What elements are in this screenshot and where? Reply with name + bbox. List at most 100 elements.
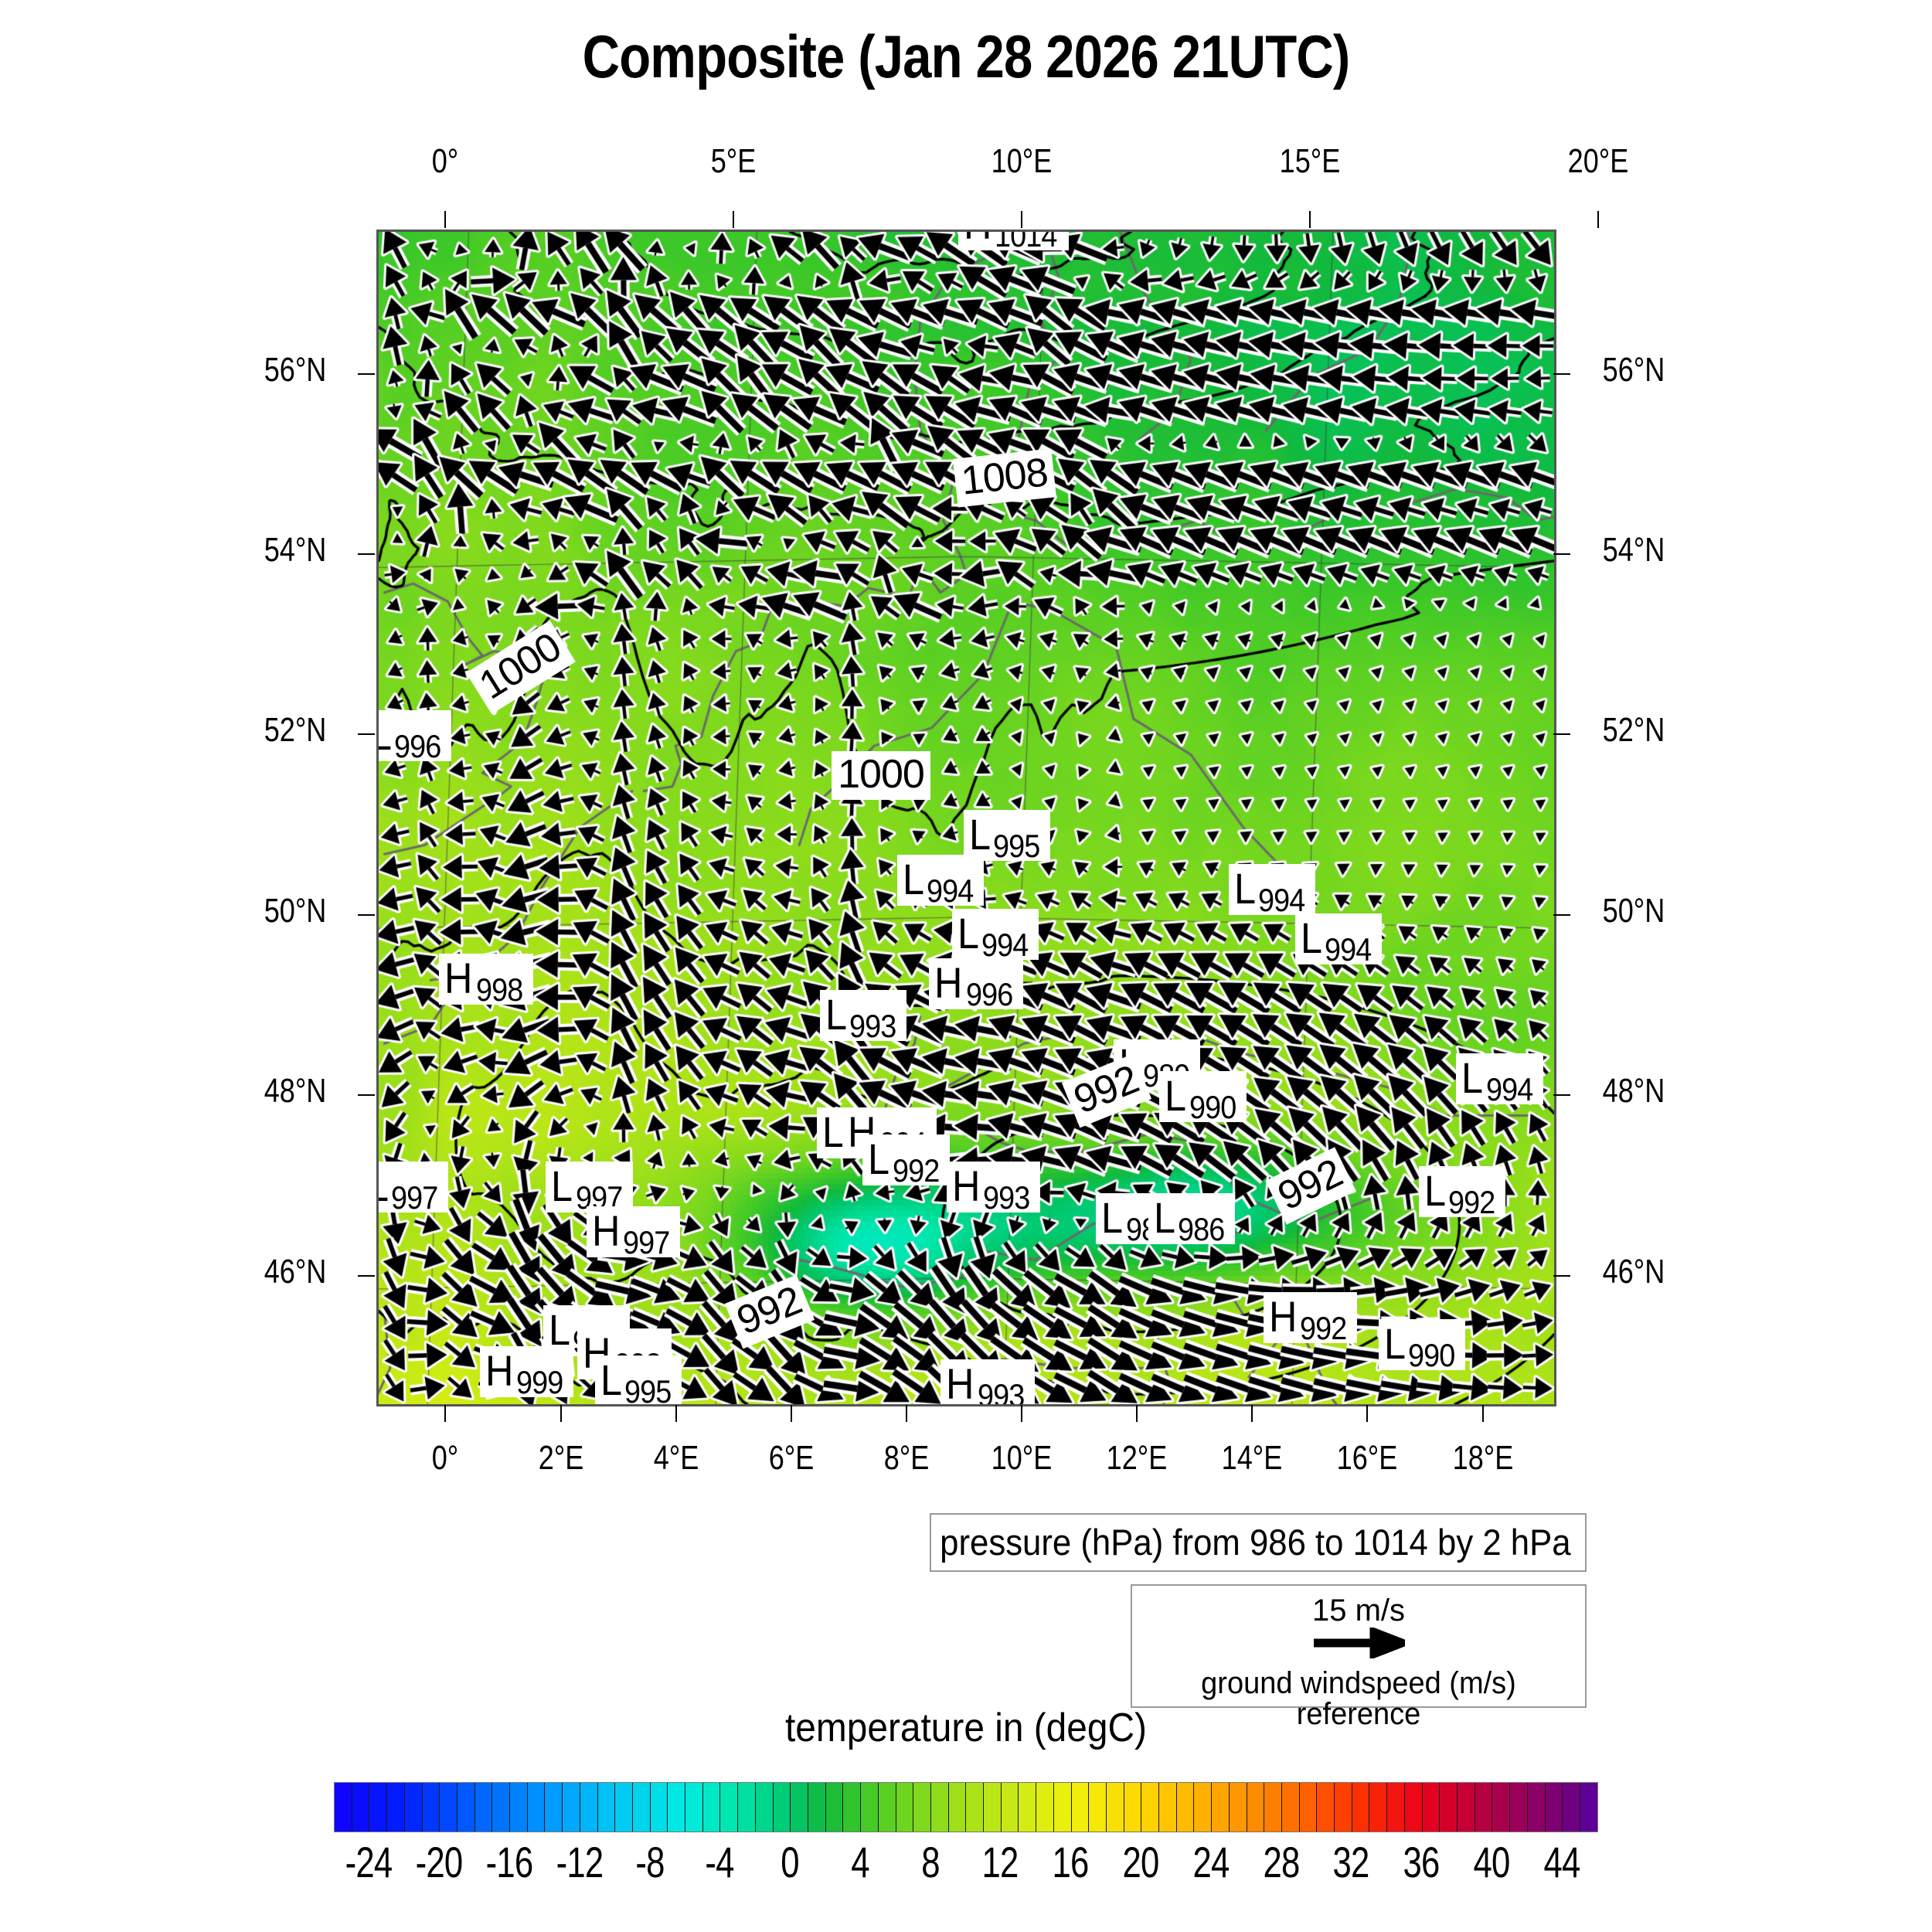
colorbar-bin — [580, 1783, 598, 1832]
pressure-marker-high: H1014 — [957, 232, 1070, 251]
pressure-marker-type: L — [1423, 1165, 1447, 1215]
pressure-marker-value: 995 — [624, 1372, 672, 1406]
colorbar-bin — [1229, 1783, 1247, 1832]
colorbar-bin — [1527, 1783, 1546, 1832]
colorbar-bin — [1387, 1783, 1405, 1832]
contour-label: 1008 — [953, 448, 1057, 508]
colorbar-tick: 0 — [781, 1838, 799, 1886]
pressure-marker-value: 990 — [1407, 1336, 1455, 1373]
pressure-marker-type: L — [551, 1161, 573, 1210]
colorbar-tick: 24 — [1192, 1838, 1230, 1886]
pressure-marker-value: 999 — [516, 1363, 563, 1400]
lat-tick-left — [358, 553, 375, 556]
pressure-marker-type: L — [957, 909, 980, 958]
lat-label-left: 50°N — [264, 891, 327, 930]
colorbar-bin — [1492, 1783, 1511, 1832]
colorbar-bin — [492, 1783, 511, 1832]
lat-label-right: 54°N — [1602, 531, 1665, 570]
map-panel[interactable]: H1014L996H998L995L994L994H996L993L994L99… — [376, 230, 1556, 1406]
colorbar-bin — [335, 1783, 352, 1832]
colorbar-bin — [843, 1783, 862, 1832]
lon-label-bottom: 4°E — [653, 1439, 699, 1477]
pressure-marker-value: 994 — [981, 927, 1029, 964]
colorbar-bin — [1563, 1783, 1580, 1832]
colorbar-bin — [527, 1783, 546, 1832]
lon-tick-top — [1021, 211, 1023, 228]
colorbar-bin — [597, 1783, 616, 1832]
colorbar-bin — [1352, 1783, 1370, 1832]
pressure-marker-type: L — [1233, 863, 1256, 913]
colorbar-bin — [545, 1783, 563, 1832]
lat-label-right: 52°N — [1602, 711, 1665, 750]
pressure-marker-type: L — [1461, 1053, 1484, 1102]
lon-label-bottom: 18°E — [1452, 1439, 1513, 1477]
pressure-marker-value: 992 — [892, 1151, 940, 1189]
pressure-marker-value: 990 — [1189, 1089, 1236, 1126]
lon-label-bottom: 0° — [432, 1439, 459, 1477]
lon-label-bottom: 6°E — [768, 1439, 815, 1477]
colorbar-tick: 16 — [1052, 1838, 1090, 1886]
pressure-marker-value: 994 — [927, 872, 974, 910]
colorbar-bin — [1194, 1783, 1213, 1832]
pressure-marker-high: H997 — [586, 1206, 681, 1261]
pressure-marker-value: 986 — [1177, 1210, 1225, 1247]
temperature-colorbar[interactable] — [334, 1782, 1598, 1832]
pressure-marker-type: L — [1383, 1318, 1406, 1368]
pressure-marker-low: L997 — [546, 1161, 633, 1213]
pressure-marker-high: H993 — [946, 1161, 1041, 1216]
pressure-marker-high: H993 — [940, 1359, 1035, 1404]
lat-tick-right — [1553, 372, 1570, 375]
colorbar-title: temperature in (degC) — [785, 1706, 1147, 1750]
page-title: Composite (Jan 28 2026 21UTC) — [582, 22, 1351, 90]
lon-label-bottom: 14°E — [1221, 1439, 1283, 1477]
colorbar-bin — [1212, 1783, 1230, 1832]
lon-label-bottom: 2°E — [538, 1439, 583, 1477]
pressure-marker-type: L — [968, 809, 991, 859]
pressure-marker-type: H — [1268, 1291, 1298, 1341]
pressure-marker-type: L — [903, 855, 925, 904]
pressure-marker-value: 992 — [1300, 1309, 1347, 1346]
lat-label-left: 46°N — [264, 1252, 327, 1291]
lon-tick-top — [1308, 211, 1311, 228]
pressure-marker-value: 993 — [849, 1008, 896, 1045]
pressure-marker-value: 997 — [623, 1224, 670, 1261]
colorbar-bin — [457, 1783, 475, 1832]
colorbar-bin — [1335, 1783, 1352, 1832]
colorbar-bin — [1176, 1783, 1195, 1832]
pressure-marker-type: L — [868, 1134, 890, 1183]
pressure-marker-value: 993 — [983, 1179, 1030, 1216]
lon-tick-top — [1597, 211, 1599, 228]
colorbar-bin — [1510, 1783, 1528, 1832]
lat-label-left: 54°N — [264, 531, 327, 570]
pressure-marker-low: L996 — [379, 710, 451, 763]
pressure-marker-value: 994 — [1485, 1070, 1533, 1107]
lon-label-bottom: 12°E — [1106, 1439, 1168, 1477]
pressure-marker-type: L — [600, 1355, 622, 1404]
pressure-marker-type: L — [825, 990, 847, 1039]
lat-tick-right — [1553, 913, 1570, 916]
colorbar-tick: 40 — [1473, 1838, 1510, 1886]
colorbar-bin — [422, 1783, 440, 1832]
lat-label-left: 52°N — [264, 711, 327, 750]
colorbar-bin — [1141, 1783, 1160, 1832]
pressure-marker-type: H — [444, 954, 473, 1003]
colorbar-bin — [966, 1783, 985, 1832]
colorbar-bin — [1264, 1783, 1282, 1832]
pressure-marker-value: 992 — [1448, 1183, 1495, 1220]
lon-tick-top — [444, 211, 447, 228]
pressure-marker-low: L994 — [1294, 913, 1382, 965]
colorbar-bin — [440, 1783, 457, 1832]
colorbar-tick: -16 — [485, 1838, 534, 1886]
colorbar-bin — [861, 1783, 879, 1832]
pressure-marker-low: L993 — [819, 990, 906, 1045]
colorbar-tick: -12 — [556, 1838, 604, 1886]
colorbar-bin — [369, 1783, 388, 1832]
colorbar-bin — [825, 1783, 844, 1832]
pressure-marker-low: L992 — [1418, 1165, 1506, 1220]
wind-reference-caption: ground windspeed (m/s) reference — [1201, 1666, 1516, 1731]
lat-tick-left — [358, 733, 375, 736]
lon-label-top: 0° — [432, 142, 459, 180]
colorbar-bin — [984, 1783, 1002, 1832]
pressure-marker-type: L — [548, 1305, 570, 1355]
lat-tick-left — [358, 1094, 375, 1097]
